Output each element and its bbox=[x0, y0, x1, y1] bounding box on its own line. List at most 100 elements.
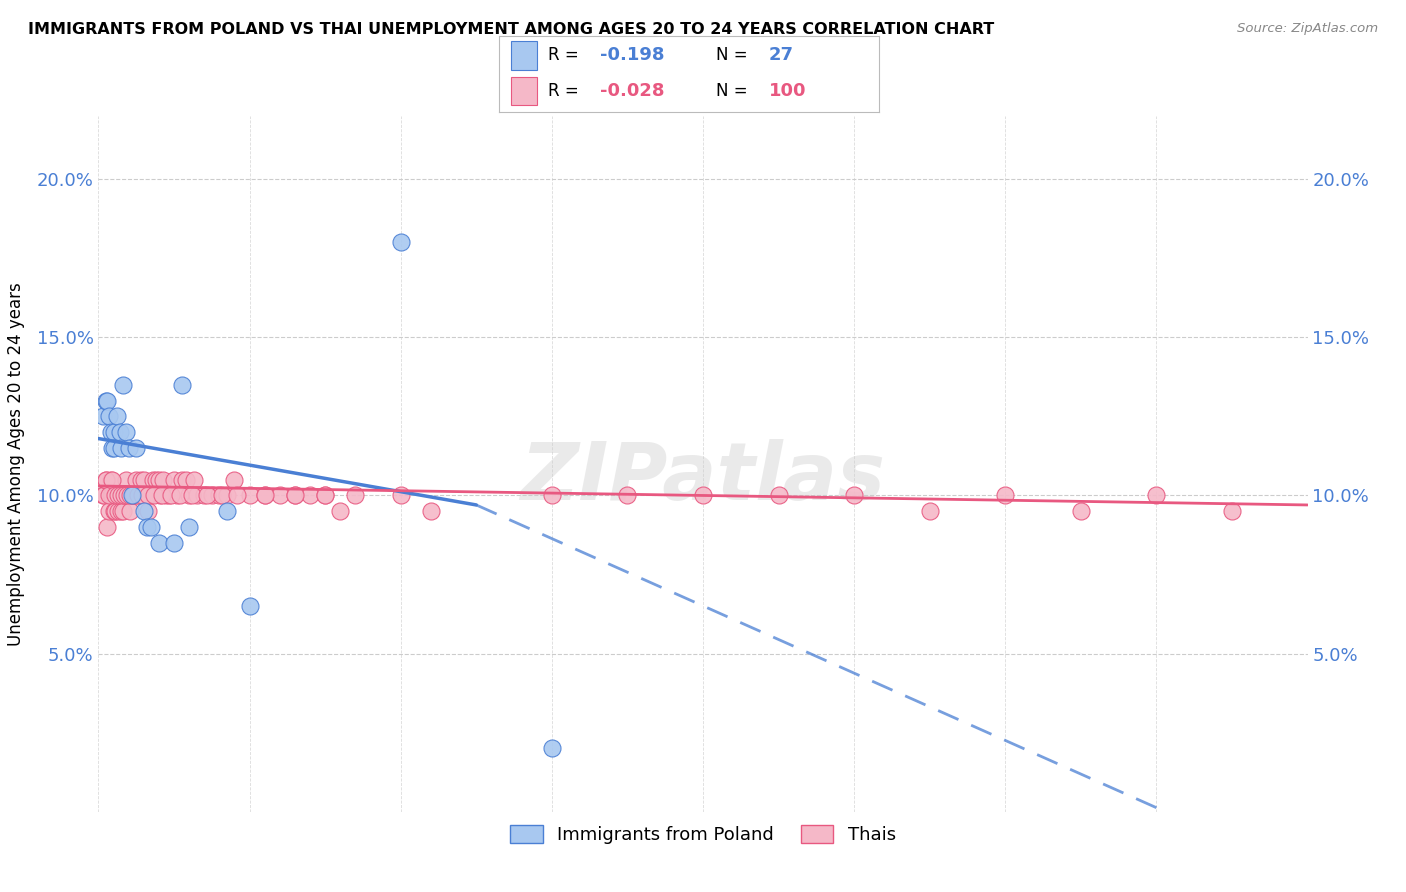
Text: R =: R = bbox=[548, 82, 585, 100]
Point bbox=[110, 441, 132, 455]
Point bbox=[163, 473, 186, 487]
Point bbox=[160, 488, 183, 502]
Point bbox=[100, 488, 122, 502]
Point bbox=[215, 504, 238, 518]
Point bbox=[181, 488, 204, 502]
Point bbox=[170, 473, 193, 487]
Text: R =: R = bbox=[548, 46, 585, 64]
Point bbox=[136, 488, 159, 502]
Point bbox=[110, 488, 132, 502]
Point bbox=[132, 504, 155, 518]
Point bbox=[100, 425, 122, 440]
Point bbox=[114, 425, 136, 440]
Point bbox=[142, 473, 165, 487]
Bar bbox=[510, 41, 537, 70]
Point bbox=[110, 504, 132, 518]
Point bbox=[253, 488, 276, 502]
Point bbox=[994, 488, 1017, 502]
Point bbox=[128, 488, 150, 502]
Point bbox=[98, 488, 121, 502]
Point bbox=[104, 504, 127, 518]
Point bbox=[141, 488, 163, 502]
Point bbox=[122, 488, 145, 502]
Point bbox=[692, 488, 714, 502]
Point bbox=[94, 393, 117, 408]
Point bbox=[1070, 504, 1092, 518]
Point bbox=[120, 504, 142, 518]
Point bbox=[329, 504, 352, 518]
Point bbox=[183, 473, 205, 487]
Point bbox=[134, 488, 156, 502]
Point bbox=[155, 488, 177, 502]
Point bbox=[115, 488, 138, 502]
Point bbox=[96, 393, 118, 408]
Point bbox=[94, 473, 117, 487]
Point bbox=[108, 425, 131, 440]
Point bbox=[132, 473, 155, 487]
Point bbox=[211, 488, 233, 502]
Text: 27: 27 bbox=[769, 46, 793, 64]
Point bbox=[284, 488, 307, 502]
Point bbox=[91, 409, 114, 424]
Point bbox=[112, 488, 135, 502]
Point bbox=[103, 441, 125, 455]
Point bbox=[107, 488, 129, 502]
Point bbox=[122, 488, 145, 502]
Point bbox=[1144, 488, 1167, 502]
Point bbox=[103, 425, 125, 440]
Legend: Immigrants from Poland, Thais: Immigrants from Poland, Thais bbox=[503, 818, 903, 851]
Point bbox=[344, 488, 367, 502]
Text: -0.028: -0.028 bbox=[600, 82, 664, 100]
Point bbox=[540, 741, 562, 756]
Point bbox=[145, 473, 167, 487]
Point bbox=[389, 235, 412, 250]
Point bbox=[148, 473, 170, 487]
Point bbox=[112, 488, 135, 502]
Point bbox=[239, 599, 262, 614]
Point bbox=[101, 488, 124, 502]
Point bbox=[98, 409, 121, 424]
Point bbox=[111, 377, 134, 392]
Point bbox=[120, 488, 142, 502]
Point bbox=[159, 488, 181, 502]
Point bbox=[118, 441, 141, 455]
Point bbox=[143, 488, 166, 502]
Point bbox=[768, 488, 790, 502]
Point bbox=[269, 488, 291, 502]
Point bbox=[314, 488, 336, 502]
Point bbox=[125, 488, 148, 502]
Point bbox=[129, 473, 152, 487]
Text: Source: ZipAtlas.com: Source: ZipAtlas.com bbox=[1237, 22, 1378, 36]
Point bbox=[152, 473, 174, 487]
Point bbox=[103, 488, 125, 502]
Point bbox=[131, 488, 153, 502]
Text: 100: 100 bbox=[769, 82, 806, 100]
Point bbox=[149, 488, 172, 502]
Point bbox=[96, 520, 118, 534]
Point bbox=[169, 488, 191, 502]
Point bbox=[135, 488, 157, 502]
Point bbox=[253, 488, 276, 502]
Point bbox=[193, 488, 215, 502]
Point bbox=[104, 488, 127, 502]
Point bbox=[91, 488, 114, 502]
Point bbox=[121, 488, 143, 502]
Point bbox=[170, 377, 193, 392]
Point bbox=[127, 488, 149, 502]
Point bbox=[284, 488, 307, 502]
Point bbox=[166, 488, 188, 502]
Point bbox=[239, 488, 262, 502]
Point bbox=[105, 488, 128, 502]
Point bbox=[215, 488, 238, 502]
Point bbox=[141, 520, 163, 534]
Point bbox=[94, 473, 117, 487]
Point bbox=[98, 504, 121, 518]
Text: ZIPatlas: ZIPatlas bbox=[520, 439, 886, 516]
Point bbox=[389, 488, 412, 502]
Text: -0.198: -0.198 bbox=[600, 46, 664, 64]
Point bbox=[111, 504, 134, 518]
Point bbox=[100, 473, 122, 487]
Point bbox=[101, 473, 124, 487]
Point bbox=[125, 473, 148, 487]
Point bbox=[179, 488, 201, 502]
